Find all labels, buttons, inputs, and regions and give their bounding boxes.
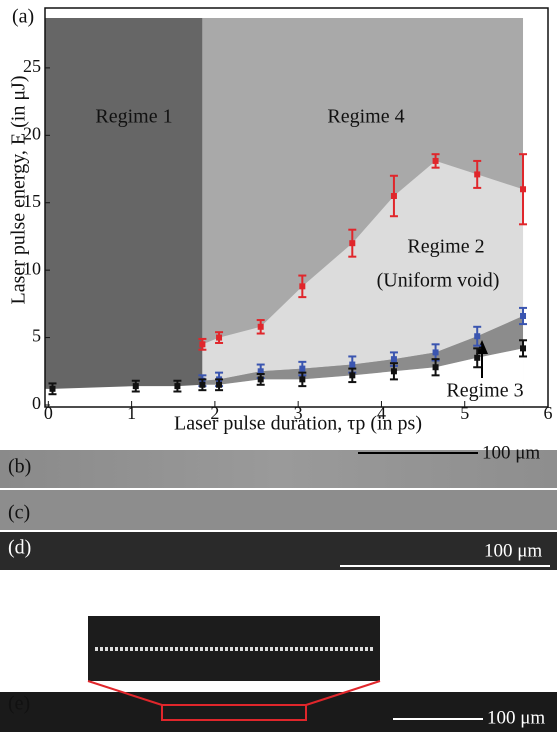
panel-label: (d): [8, 537, 31, 559]
marker: [474, 171, 481, 178]
arrow-head: [476, 340, 488, 354]
y-tick-label: 5: [32, 326, 41, 346]
marker: [299, 376, 306, 383]
marker: [132, 383, 139, 390]
marker: [432, 364, 439, 371]
x-tick-label: 0: [44, 403, 53, 423]
panel-label: (e): [8, 693, 30, 715]
micrograph-c: [0, 490, 557, 530]
marker: [390, 368, 397, 375]
marker: [432, 349, 439, 356]
y-tick-label: 15: [23, 191, 41, 211]
marker: [257, 376, 264, 383]
region-label: Regime 3: [446, 380, 523, 402]
panel-label: (c): [8, 502, 30, 524]
x-axis-label: Laser pulse duration, τp (in ps): [174, 413, 422, 435]
y-tick-label: 20: [23, 123, 41, 143]
scale-bar-label: 100 μm: [487, 707, 545, 728]
region-label: Regime 1: [95, 106, 172, 128]
panel-label: (b): [8, 456, 31, 478]
marker: [299, 365, 306, 372]
marker: [216, 334, 223, 341]
marker: [174, 383, 181, 390]
marker: [257, 368, 264, 375]
below-threshold-region: [45, 348, 524, 405]
x-tick-label: 4: [377, 403, 386, 423]
scale-bar-label: 100 μm: [482, 442, 540, 463]
x-tick-label: 5: [460, 403, 469, 423]
regime-1-region: [45, 18, 203, 405]
marker: [299, 283, 306, 290]
zoom-line: [305, 680, 381, 706]
region-label: (Uniform void): [377, 270, 500, 292]
marker: [474, 354, 481, 361]
y-axis-label: Laser pulse energy, E (in μJ): [8, 76, 30, 305]
zoom-line: [87, 680, 163, 706]
marker: [520, 345, 527, 352]
marker: [349, 361, 356, 368]
marker: [432, 157, 439, 164]
y-tick-label: 10: [23, 258, 41, 278]
marker: [520, 313, 527, 320]
regime-2-region: [202, 160, 524, 381]
plot: 0 1 2 3 4 5 6 0 5 10 15 20 25 Regime 1 Regime 4 Regime …: [23, 7, 553, 423]
plot-frame: [44, 7, 549, 408]
marker: [257, 323, 264, 330]
region-label: Regime 2: [407, 236, 484, 258]
x-tick-label: 1: [127, 403, 136, 423]
scale-bar-label: 100 μm: [484, 540, 542, 561]
x-tick-label: 3: [294, 403, 303, 423]
marker: [390, 192, 397, 199]
x-tick-label: 2: [210, 403, 219, 423]
x-tick-label: 6: [544, 403, 553, 423]
y-tick-label: 25: [23, 56, 41, 76]
region-label: Regime 4: [327, 106, 404, 128]
marker: [390, 356, 397, 363]
marker: [199, 381, 206, 388]
panel-label: (a): [12, 6, 34, 28]
marker: [520, 186, 527, 193]
zoom-box: [161, 704, 307, 721]
marker: [349, 372, 356, 379]
marker: [349, 240, 356, 247]
regime-3-region: [202, 316, 524, 385]
marker: [216, 381, 223, 388]
marker: [474, 333, 481, 340]
marker: [49, 385, 56, 392]
y-tick-label: 0: [32, 393, 41, 413]
marker: [199, 341, 206, 348]
